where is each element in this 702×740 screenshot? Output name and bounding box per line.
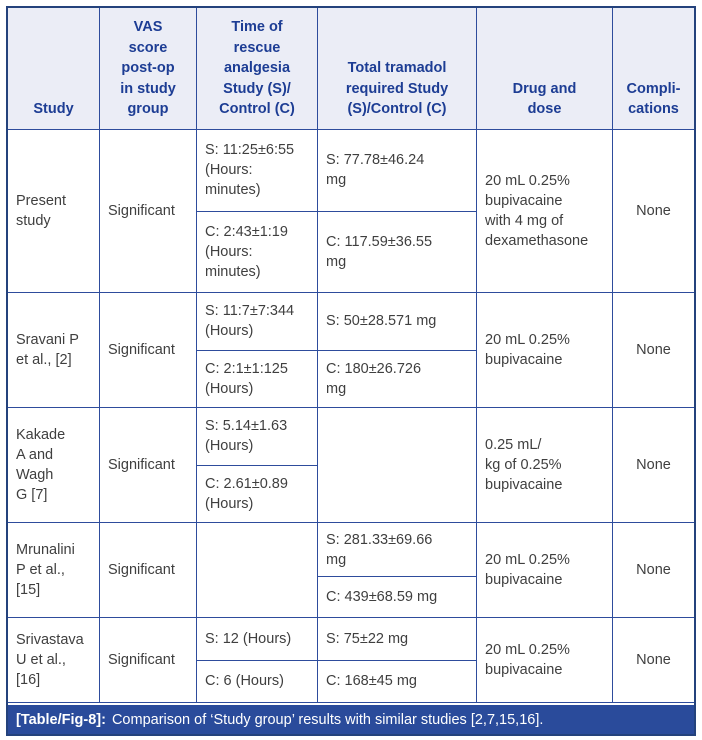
caption-label: [Table/Fig-8]: xyxy=(16,711,106,728)
comparison-table: Study VAS score post-op in study group T… xyxy=(8,8,694,703)
row-sravani-tramadol: S: 50±28.571 mg C: 180±26.726 mg xyxy=(318,293,477,408)
col-header-complications: Compli- cations xyxy=(613,8,694,130)
row-sravani-drug: 20 mL 0.25% bupivacaine xyxy=(477,293,613,408)
col-header-study: Study xyxy=(8,8,100,130)
col-header-tramadol: Total tramadol required Study (S)/Contro… xyxy=(318,8,477,130)
row-present-drug: 20 mL 0.25% bupivacaine with 4 mg of dex… xyxy=(477,130,613,293)
time-control-value: C: 2.61±0.89 (Hours) xyxy=(205,475,288,512)
col-header-drug-dose: Drug and dose xyxy=(477,8,613,130)
caption-text: Comparison of ‘Study group’ results with… xyxy=(111,711,544,728)
tramadol-control-value: C: 180±26.726 mg xyxy=(326,360,422,397)
tramadol-control-value: C: 168±45 mg xyxy=(326,673,417,690)
tramadol-control-value: C: 439±68.59 mg xyxy=(326,589,438,606)
row-mrunalini-time-empty xyxy=(197,523,318,618)
row-mrunalini-vas: Significant xyxy=(100,523,197,618)
row-mrunalini-name: Mrunalini P et al., [15] xyxy=(8,523,100,618)
row-sravani-name: Sravani P et al., [2] xyxy=(8,293,100,408)
comparison-table-figure: Study VAS score post-op in study group T… xyxy=(6,6,696,736)
tramadol-control-value: C: 117.59±36.55 mg xyxy=(326,233,433,270)
tramadol-study-value: S: 77.78±46.24 mg xyxy=(318,130,476,212)
row-srivastava-name: Srivastava U et al., [16] xyxy=(8,618,100,703)
row-kakade-drug: 0.25 mL/ kg of 0.25% bupivacaine xyxy=(477,408,613,523)
tramadol-study-value: S: 50±28.571 mg xyxy=(318,293,476,351)
time-study-value: S: 5.14±1.63 (Hours) xyxy=(197,408,317,466)
row-srivastava-drug: 20 mL 0.25% bupivacaine xyxy=(477,618,613,703)
row-present-study-name: Present study xyxy=(8,130,100,293)
row-mrunalini-complications: None xyxy=(613,523,694,618)
time-control-value: C: 2:1±1:125 (Hours) xyxy=(205,360,288,397)
row-kakade-time: S: 5.14±1.63 (Hours) C: 2.61±0.89 (Hours… xyxy=(197,408,318,523)
row-present-time: S: 11:25±6:55 (Hours: minutes) C: 2:43±1… xyxy=(197,130,318,293)
time-study-value: S: 11:7±7:344 (Hours) xyxy=(197,293,317,351)
row-sravani-vas: Significant xyxy=(100,293,197,408)
table-caption: [Table/Fig-8]: Comparison of ‘Study grou… xyxy=(8,705,694,734)
row-mrunalini-tramadol: S: 281.33±69.66 mg C: 439±68.59 mg xyxy=(318,523,477,618)
row-present-tramadol: S: 77.78±46.24 mg C: 117.59±36.55 mg xyxy=(318,130,477,293)
row-kakade-tramadol-empty xyxy=(318,408,477,523)
row-srivastava-vas: Significant xyxy=(100,618,197,703)
tramadol-study-value: S: 281.33±69.66 mg xyxy=(318,523,476,578)
row-srivastava-tramadol: S: 75±22 mg C: 168±45 mg xyxy=(318,618,477,703)
time-study-value: S: 11:25±6:55 (Hours: minutes) xyxy=(197,130,317,212)
time-control-value: C: 6 (Hours) xyxy=(205,673,284,690)
row-sravani-complications: None xyxy=(613,293,694,408)
row-mrunalini-drug: 20 mL 0.25% bupivacaine xyxy=(477,523,613,618)
row-kakade-complications: None xyxy=(613,408,694,523)
row-kakade-name: Kakade A and Wagh G [7] xyxy=(8,408,100,523)
row-present-complications: None xyxy=(613,130,694,293)
row-kakade-vas: Significant xyxy=(100,408,197,523)
row-present-vas: Significant xyxy=(100,130,197,293)
row-srivastava-complications: None xyxy=(613,618,694,703)
tramadol-study-value: S: 75±22 mg xyxy=(318,618,476,661)
time-control-value: C: 2:43±1:19 (Hours: minutes) xyxy=(205,223,288,280)
time-study-value: S: 12 (Hours) xyxy=(197,618,317,661)
col-header-rescue-time: Time of rescue analgesia Study (S)/ Cont… xyxy=(197,8,318,130)
row-sravani-time: S: 11:7±7:344 (Hours) C: 2:1±1:125 (Hour… xyxy=(197,293,318,408)
col-header-vas-score: VAS score post-op in study group xyxy=(100,8,197,130)
row-srivastava-time: S: 12 (Hours) C: 6 (Hours) xyxy=(197,618,318,703)
